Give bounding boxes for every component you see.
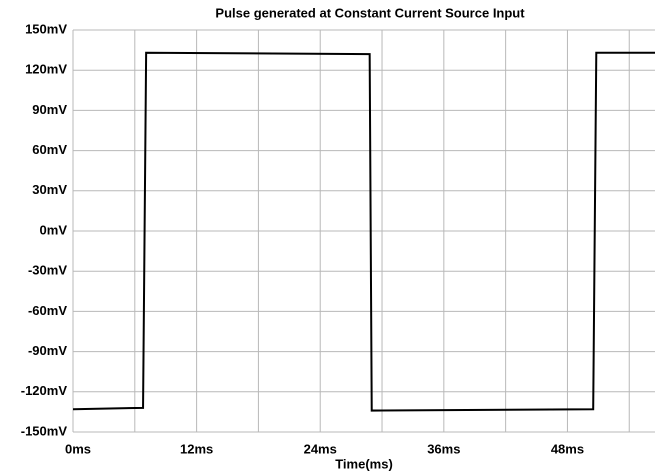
y-tick-label: -60mV: [28, 303, 67, 318]
y-tick-label: 90mV: [32, 102, 67, 117]
x-tick-label: 0ms: [65, 441, 91, 456]
y-tick-label: 30mV: [32, 182, 67, 197]
x-tick-label: 24ms: [304, 441, 337, 456]
y-tick-label: -150mV: [21, 423, 68, 438]
y-tick-label: -30mV: [28, 263, 67, 278]
chart-title: Pulse generated at Constant Current Sour…: [215, 5, 525, 20]
x-tick-label: 12ms: [180, 441, 213, 456]
x-tick-label: 36ms: [427, 441, 460, 456]
x-axis-label: Time(ms): [335, 456, 393, 471]
y-tick-label: 150mV: [25, 21, 67, 36]
y-tick-label: 120mV: [25, 62, 67, 77]
x-tick-label: 48ms: [551, 441, 584, 456]
y-tick-label: -120mV: [21, 383, 68, 398]
y-tick-label: 60mV: [32, 142, 67, 157]
y-tick-label: -90mV: [28, 343, 67, 358]
y-tick-label: 0mV: [40, 222, 68, 237]
pulse-line: [72, 51, 655, 412]
